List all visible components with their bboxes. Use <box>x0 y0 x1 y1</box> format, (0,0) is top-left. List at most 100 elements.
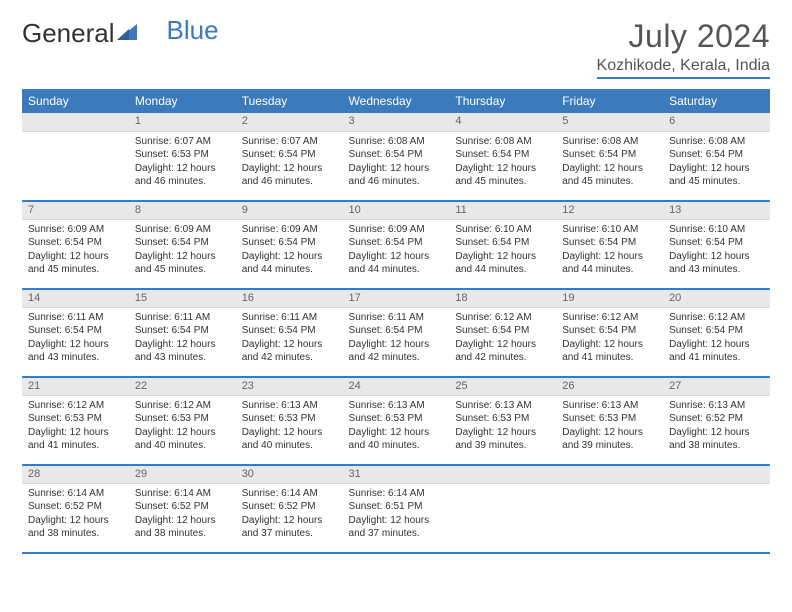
day-cell: Sunrise: 6:12 AMSunset: 6:53 PMDaylight:… <box>129 395 236 465</box>
sunset-text: Sunset: 6:54 PM <box>455 148 550 162</box>
daylight-text-1: Daylight: 12 hours <box>135 338 230 352</box>
day-number: 21 <box>22 377 129 395</box>
day-cell: Sunrise: 6:14 AMSunset: 6:52 PMDaylight:… <box>129 483 236 553</box>
daylight-text-2: and 42 minutes. <box>242 351 337 365</box>
sunrise-text: Sunrise: 6:11 AM <box>349 311 444 325</box>
day-cell: Sunrise: 6:13 AMSunset: 6:52 PMDaylight:… <box>663 395 770 465</box>
day-number: 15 <box>129 289 236 307</box>
sunset-text: Sunset: 6:54 PM <box>562 324 657 338</box>
daylight-text-2: and 40 minutes. <box>135 439 230 453</box>
day-cell: Sunrise: 6:09 AMSunset: 6:54 PMDaylight:… <box>22 219 129 289</box>
sunrise-text: Sunrise: 6:13 AM <box>349 399 444 413</box>
sunrise-text: Sunrise: 6:09 AM <box>349 223 444 237</box>
daylight-text-2: and 44 minutes. <box>242 263 337 277</box>
day-cell: Sunrise: 6:11 AMSunset: 6:54 PMDaylight:… <box>343 307 450 377</box>
daylight-text-1: Daylight: 12 hours <box>349 426 444 440</box>
day-content-row: Sunrise: 6:11 AMSunset: 6:54 PMDaylight:… <box>22 307 770 377</box>
sunrise-text: Sunrise: 6:09 AM <box>135 223 230 237</box>
day-header: Sunday <box>22 89 129 113</box>
day-number: 20 <box>663 289 770 307</box>
day-number: 30 <box>236 465 343 483</box>
day-cell: Sunrise: 6:08 AMSunset: 6:54 PMDaylight:… <box>343 131 450 201</box>
daylight-text-2: and 42 minutes. <box>349 351 444 365</box>
day-number: 5 <box>556 113 663 131</box>
sunset-text: Sunset: 6:53 PM <box>349 412 444 426</box>
day-number: 12 <box>556 201 663 219</box>
day-cell: Sunrise: 6:12 AMSunset: 6:54 PMDaylight:… <box>556 307 663 377</box>
sunrise-text: Sunrise: 6:08 AM <box>349 135 444 149</box>
sunset-text: Sunset: 6:54 PM <box>669 148 764 162</box>
day-cell: Sunrise: 6:08 AMSunset: 6:54 PMDaylight:… <box>663 131 770 201</box>
day-header-row: Sunday Monday Tuesday Wednesday Thursday… <box>22 89 770 113</box>
daylight-text-2: and 40 minutes. <box>349 439 444 453</box>
sunset-text: Sunset: 6:53 PM <box>242 412 337 426</box>
day-cell: Sunrise: 6:11 AMSunset: 6:54 PMDaylight:… <box>236 307 343 377</box>
sunrise-text: Sunrise: 6:13 AM <box>669 399 764 413</box>
daylight-text-2: and 46 minutes. <box>349 175 444 189</box>
sunset-text: Sunset: 6:53 PM <box>562 412 657 426</box>
daylight-text-2: and 41 minutes. <box>562 351 657 365</box>
day-cell: Sunrise: 6:10 AMSunset: 6:54 PMDaylight:… <box>663 219 770 289</box>
day-cell: Sunrise: 6:08 AMSunset: 6:54 PMDaylight:… <box>449 131 556 201</box>
logo: General Blue <box>22 18 219 49</box>
day-header: Wednesday <box>343 89 450 113</box>
daylight-text-1: Daylight: 12 hours <box>28 250 123 264</box>
day-number <box>22 113 129 131</box>
day-content-row: Sunrise: 6:07 AMSunset: 6:53 PMDaylight:… <box>22 131 770 201</box>
day-cell: Sunrise: 6:09 AMSunset: 6:54 PMDaylight:… <box>129 219 236 289</box>
sunrise-text: Sunrise: 6:13 AM <box>455 399 550 413</box>
daylight-text-1: Daylight: 12 hours <box>349 250 444 264</box>
daylight-text-2: and 40 minutes. <box>242 439 337 453</box>
day-number: 2 <box>236 113 343 131</box>
sunrise-text: Sunrise: 6:08 AM <box>669 135 764 149</box>
day-number: 22 <box>129 377 236 395</box>
daylight-text-2: and 37 minutes. <box>242 527 337 541</box>
day-number: 26 <box>556 377 663 395</box>
day-cell: Sunrise: 6:13 AMSunset: 6:53 PMDaylight:… <box>236 395 343 465</box>
sunrise-text: Sunrise: 6:12 AM <box>562 311 657 325</box>
sunset-text: Sunset: 6:54 PM <box>349 148 444 162</box>
header: General Blue July 2024 Kozhikode, Kerala… <box>22 18 770 79</box>
daylight-text-1: Daylight: 12 hours <box>455 250 550 264</box>
day-number: 6 <box>663 113 770 131</box>
day-cell: Sunrise: 6:09 AMSunset: 6:54 PMDaylight:… <box>236 219 343 289</box>
daylight-text-1: Daylight: 12 hours <box>669 338 764 352</box>
daylight-text-2: and 43 minutes. <box>28 351 123 365</box>
day-cell: Sunrise: 6:14 AMSunset: 6:52 PMDaylight:… <box>236 483 343 553</box>
sunrise-text: Sunrise: 6:12 AM <box>455 311 550 325</box>
day-number: 27 <box>663 377 770 395</box>
day-number: 9 <box>236 201 343 219</box>
day-cell: Sunrise: 6:13 AMSunset: 6:53 PMDaylight:… <box>449 395 556 465</box>
sunset-text: Sunset: 6:54 PM <box>669 324 764 338</box>
day-cell <box>556 483 663 553</box>
sunset-text: Sunset: 6:54 PM <box>669 236 764 250</box>
day-cell: Sunrise: 6:11 AMSunset: 6:54 PMDaylight:… <box>22 307 129 377</box>
day-cell: Sunrise: 6:07 AMSunset: 6:53 PMDaylight:… <box>129 131 236 201</box>
daylight-text-1: Daylight: 12 hours <box>242 162 337 176</box>
sunrise-text: Sunrise: 6:09 AM <box>28 223 123 237</box>
day-number: 1 <box>129 113 236 131</box>
daylight-text-1: Daylight: 12 hours <box>455 426 550 440</box>
title-block: July 2024 Kozhikode, Kerala, India <box>597 18 770 79</box>
sunset-text: Sunset: 6:51 PM <box>349 500 444 514</box>
sunrise-text: Sunrise: 6:07 AM <box>135 135 230 149</box>
day-number-row: 21222324252627 <box>22 377 770 395</box>
daylight-text-2: and 43 minutes. <box>135 351 230 365</box>
daylight-text-2: and 45 minutes. <box>455 175 550 189</box>
day-number: 18 <box>449 289 556 307</box>
day-number-row: 28293031 <box>22 465 770 483</box>
day-cell: Sunrise: 6:08 AMSunset: 6:54 PMDaylight:… <box>556 131 663 201</box>
sunset-text: Sunset: 6:54 PM <box>562 148 657 162</box>
day-cell <box>663 483 770 553</box>
daylight-text-1: Daylight: 12 hours <box>242 250 337 264</box>
day-cell: Sunrise: 6:12 AMSunset: 6:54 PMDaylight:… <box>449 307 556 377</box>
sunset-text: Sunset: 6:54 PM <box>135 236 230 250</box>
daylight-text-2: and 38 minutes. <box>669 439 764 453</box>
sunset-text: Sunset: 6:54 PM <box>349 324 444 338</box>
day-number: 28 <box>22 465 129 483</box>
daylight-text-1: Daylight: 12 hours <box>349 514 444 528</box>
sunset-text: Sunset: 6:52 PM <box>135 500 230 514</box>
sunset-text: Sunset: 6:54 PM <box>562 236 657 250</box>
day-number-row: 14151617181920 <box>22 289 770 307</box>
sunset-text: Sunset: 6:54 PM <box>28 324 123 338</box>
